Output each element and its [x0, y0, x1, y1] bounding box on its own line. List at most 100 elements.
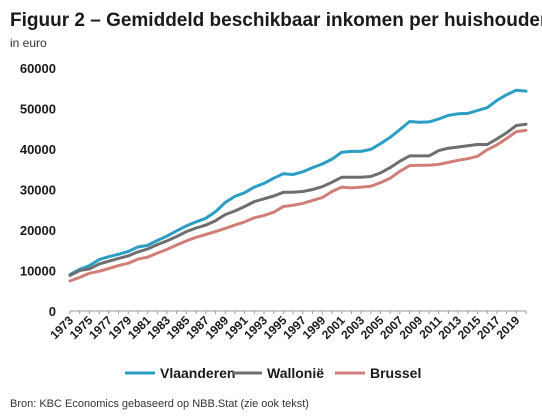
series-line-brussel — [68, 128, 528, 283]
data-point-wallonie — [418, 154, 421, 157]
y-tick-label: 30000 — [20, 183, 56, 198]
data-point-brussel — [107, 267, 110, 270]
data-point-wallonie — [292, 191, 295, 194]
data-point-wallonie — [224, 213, 227, 216]
y-tick-label: 10000 — [20, 264, 56, 279]
data-point-wallonie — [185, 230, 188, 233]
data-point-brussel — [447, 161, 450, 164]
x-axis: 1973197519771979198119831985198719891991… — [47, 310, 527, 342]
data-point-brussel — [204, 233, 207, 236]
data-point-wallonie — [428, 154, 431, 157]
data-point-brussel — [340, 186, 343, 189]
data-point-brussel — [360, 186, 363, 189]
source-note: Bron: KBC Economics gebaseerd op NBB.Sta… — [10, 398, 309, 410]
data-point-brussel — [292, 204, 295, 207]
data-point-vlaanderen — [398, 128, 401, 131]
data-point-brussel — [78, 276, 81, 279]
y-axis: 0 10000 20000 30000 40000 50000 60000 — [20, 61, 56, 319]
data-point-brussel — [98, 270, 101, 273]
data-point-vlaanderen — [350, 150, 353, 153]
data-point-vlaanderen — [292, 173, 295, 176]
data-point-wallonie — [457, 146, 460, 149]
data-point-brussel — [272, 211, 275, 214]
data-point-brussel — [515, 130, 518, 133]
data-point-brussel — [243, 220, 246, 223]
data-point-brussel — [301, 202, 304, 205]
y-tick-label: 20000 — [20, 223, 56, 238]
data-point-brussel — [457, 159, 460, 162]
data-point-wallonie — [166, 239, 169, 242]
data-point-wallonie — [466, 144, 469, 147]
data-point-wallonie — [69, 274, 72, 277]
data-point-wallonie — [243, 205, 246, 208]
data-point-wallonie — [398, 160, 401, 163]
series-line-wallonie — [68, 122, 528, 277]
legend-label-vlaanderen: Vlaanderen — [160, 365, 235, 381]
data-point-vlaanderen — [428, 120, 431, 123]
data-point-vlaanderen — [98, 258, 101, 261]
y-tick-label: 40000 — [20, 142, 56, 157]
data-point-brussel — [369, 185, 372, 188]
data-point-vlaanderen — [379, 142, 382, 145]
data-point-vlaanderen — [525, 90, 528, 93]
data-point-wallonie — [204, 224, 207, 227]
data-point-brussel — [495, 143, 498, 146]
data-point-wallonie — [78, 269, 81, 272]
y-tick-label: 50000 — [20, 102, 56, 117]
data-point-brussel — [418, 164, 421, 167]
data-point-wallonie — [311, 188, 314, 191]
data-point-vlaanderen — [340, 151, 343, 154]
data-point-brussel — [166, 248, 169, 251]
chart-subtitle: in euro — [10, 36, 47, 50]
data-point-vlaanderen — [369, 148, 372, 151]
data-point-vlaanderen — [301, 170, 304, 173]
legend-label-brussel: Brussel — [370, 365, 421, 381]
data-point-vlaanderen — [311, 166, 314, 169]
data-point-wallonie — [340, 176, 343, 179]
data-point-brussel — [389, 177, 392, 180]
data-point-wallonie — [282, 191, 285, 194]
data-point-vlaanderen — [233, 195, 236, 198]
data-point-vlaanderen — [243, 191, 246, 194]
data-point-vlaanderen — [331, 158, 334, 161]
data-point-brussel — [214, 230, 217, 233]
data-point-vlaanderen — [437, 118, 440, 121]
data-point-brussel — [408, 164, 411, 167]
data-point-brussel — [185, 239, 188, 242]
data-point-brussel — [428, 164, 431, 167]
data-point-vlaanderen — [321, 163, 324, 166]
data-point-wallonie — [408, 154, 411, 157]
data-point-wallonie — [253, 200, 256, 203]
data-point-wallonie — [156, 243, 159, 246]
data-point-wallonie — [369, 175, 372, 178]
data-point-wallonie — [175, 235, 178, 238]
data-point-brussel — [505, 137, 508, 140]
data-point-brussel — [398, 170, 401, 173]
data-point-vlaanderen — [457, 112, 460, 115]
data-point-vlaanderen — [117, 253, 120, 256]
data-point-wallonie — [195, 227, 198, 230]
data-point-brussel — [466, 157, 469, 160]
data-point-vlaanderen — [272, 177, 275, 180]
data-point-wallonie — [350, 176, 353, 179]
data-point-wallonie — [447, 147, 450, 150]
data-point-brussel — [156, 252, 159, 255]
data-point-brussel — [175, 244, 178, 247]
data-point-vlaanderen — [389, 136, 392, 139]
data-point-wallonie — [515, 124, 518, 127]
data-point-brussel — [263, 214, 266, 217]
plot-area — [68, 88, 528, 283]
legend-label-wallonie: Wallonië — [267, 365, 324, 381]
data-point-brussel — [253, 216, 256, 219]
data-point-brussel — [127, 262, 130, 265]
y-tick-label: 60000 — [20, 61, 56, 76]
y-tick-label: 0 — [49, 304, 56, 319]
data-point-wallonie — [437, 149, 440, 152]
data-point-vlaanderen — [476, 109, 479, 112]
data-point-wallonie — [321, 185, 324, 188]
data-point-wallonie — [486, 143, 489, 146]
data-point-vlaanderen — [156, 239, 159, 242]
data-point-wallonie — [107, 260, 110, 263]
data-point-brussel — [195, 236, 198, 239]
